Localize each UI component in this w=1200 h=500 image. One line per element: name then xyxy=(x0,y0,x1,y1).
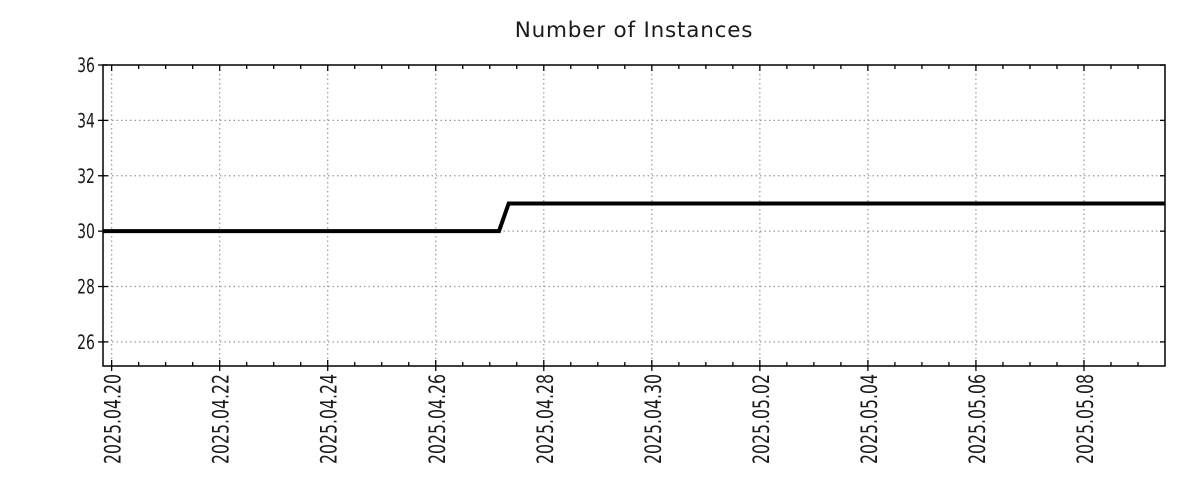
y-tick-label: 32 xyxy=(77,166,95,189)
x-tick-label: 2025.04.28 xyxy=(532,374,558,464)
x-tick-label: 2025.04.20 xyxy=(100,374,126,464)
chart-title: Number of Instances xyxy=(515,18,754,43)
y-tick-label: 36 xyxy=(77,55,95,78)
axis-tick-labels: 26 28 30 32 34 36 2025.04.20 2025.04.22 2025.04.… xyxy=(77,55,1099,464)
x-tick-label: 2025.05.04 xyxy=(856,374,882,464)
x-tick-label: 2025.04.30 xyxy=(640,374,666,464)
x-tick-label: 2025.05.08 xyxy=(1072,374,1098,464)
x-tick-label: 2025.04.22 xyxy=(208,374,234,464)
gridlines xyxy=(103,65,1165,366)
y-tick-label: 30 xyxy=(77,221,95,244)
data-series xyxy=(103,201,1165,234)
y-tick-label: 26 xyxy=(77,332,95,355)
x-tick-label: 2025.04.24 xyxy=(316,374,342,464)
x-tick-label: 2025.05.06 xyxy=(964,374,990,464)
axes-frame xyxy=(98,64,1166,371)
y-tick-label: 28 xyxy=(77,276,95,299)
plot-border xyxy=(102,64,1166,367)
y-tick-label: 34 xyxy=(77,110,95,133)
x-tick-label: 2025.05.02 xyxy=(748,374,774,464)
series-line xyxy=(103,201,1165,234)
x-tick-label: 2025.04.26 xyxy=(424,374,450,464)
